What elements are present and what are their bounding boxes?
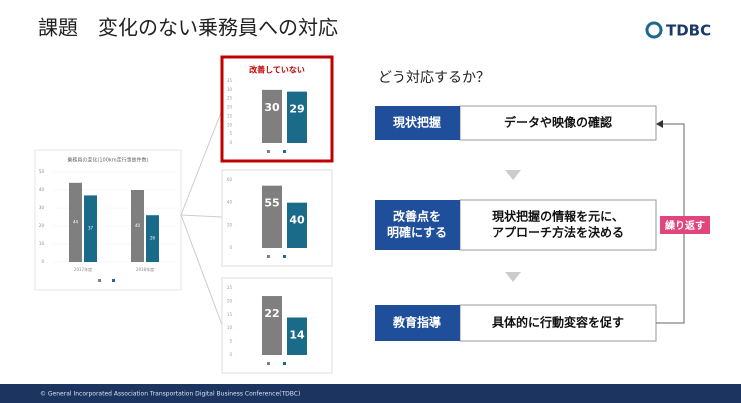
step-box [459, 304, 657, 342]
y-tick-label: 25 [227, 96, 233, 101]
logo: TDBC [666, 22, 711, 40]
bar-label: 22 [264, 307, 279, 320]
y-tick-label: 40 [39, 187, 45, 192]
step-label: 改善点を [393, 209, 441, 224]
loop-box [660, 216, 710, 234]
step-label: 明確にする [387, 225, 447, 240]
down-arrow [505, 272, 521, 282]
y-tick-label: 10 [227, 122, 233, 127]
step-box [459, 199, 657, 251]
footer-text: © General Incorporated Association Trans… [40, 391, 300, 398]
bar-label: 40 [289, 214, 305, 227]
y-tick-label: 25 [227, 285, 233, 290]
bar-label: 30 [264, 101, 280, 114]
bar [262, 185, 282, 248]
bar [84, 195, 97, 262]
y-tick-label: 50 [39, 169, 45, 174]
bar [262, 89, 282, 143]
bar-label: 14 [289, 328, 305, 341]
bar-label: 37 [88, 226, 94, 231]
legend-swatch [283, 255, 286, 258]
step-label: 教育指導 [392, 315, 441, 330]
x-tick-label: 2018年度 [136, 266, 154, 272]
connector-lines [180, 109, 223, 326]
bar [69, 182, 82, 262]
step-label-box [375, 305, 460, 341]
y-tick-label: 5 [229, 131, 232, 136]
bar-label: 26 [150, 236, 156, 241]
bar-label: 44 [73, 219, 79, 224]
bar [146, 215, 159, 262]
bar [287, 202, 307, 248]
step-text: データや映像の確認 [504, 115, 612, 130]
bar [287, 91, 307, 143]
y-tick-label: 30 [39, 205, 45, 210]
step-text: 具体的に行動変容を促す [492, 315, 624, 330]
legend-swatch [112, 279, 115, 282]
y-tick-label: 40 [227, 200, 233, 205]
question: どう対応するか？ [378, 70, 490, 86]
y-tick-label: 60 [227, 177, 233, 182]
y-tick-label: 10 [227, 325, 233, 330]
logo-icon [645, 21, 663, 39]
bar-label: 55 [264, 197, 279, 210]
loop-label: 繰り返す [665, 219, 705, 232]
step-box [459, 105, 657, 141]
legend-swatch [267, 255, 270, 258]
y-tick-label: 35 [227, 78, 233, 83]
legend-swatch [283, 362, 286, 365]
legend-swatch [283, 150, 286, 153]
legend-swatch [267, 362, 270, 365]
y-tick-label: 20 [227, 105, 233, 110]
step-text: アプローチ方法を決める [492, 225, 624, 240]
step-label: 現状把握 [393, 115, 441, 130]
bar-label: 29 [289, 103, 304, 116]
y-tick-label: 0 [229, 352, 232, 357]
bar-label: 40 [135, 223, 141, 228]
down-arrow [505, 170, 521, 180]
y-tick-label: 15 [227, 312, 233, 317]
x-tick-label: 2017年度 [74, 266, 92, 272]
y-tick-label: 10 [39, 241, 45, 246]
y-tick-label: 30 [227, 87, 233, 92]
overview-title: 乗務員の変化(100km走行事故件数) [67, 157, 148, 164]
step-text: 現状把握の情報を元に、 [492, 209, 624, 224]
y-tick-label: 15 [227, 113, 233, 118]
step-label-box [375, 106, 460, 140]
y-tick-label: 20 [39, 223, 45, 228]
chart-title: 改善していない [249, 65, 305, 75]
legend-swatch [98, 279, 101, 282]
y-tick-label: 0 [229, 140, 232, 145]
footer-bar [0, 384, 741, 403]
y-tick-label: 5 [229, 339, 232, 344]
y-tick-label: 20 [227, 222, 233, 227]
bar [262, 296, 282, 355]
y-tick-label: 0 [229, 245, 232, 250]
bar [287, 317, 307, 355]
overview-frame [34, 149, 182, 291]
bar [131, 190, 144, 262]
step-label-box [375, 200, 460, 250]
loop-arrowhead [656, 120, 663, 128]
y-tick-label: 0 [41, 259, 44, 264]
y-tick-label: 20 [227, 298, 233, 303]
slide-title: 課題 変化のない乗務員への対応 [38, 16, 338, 40]
legend-swatch [267, 150, 270, 153]
